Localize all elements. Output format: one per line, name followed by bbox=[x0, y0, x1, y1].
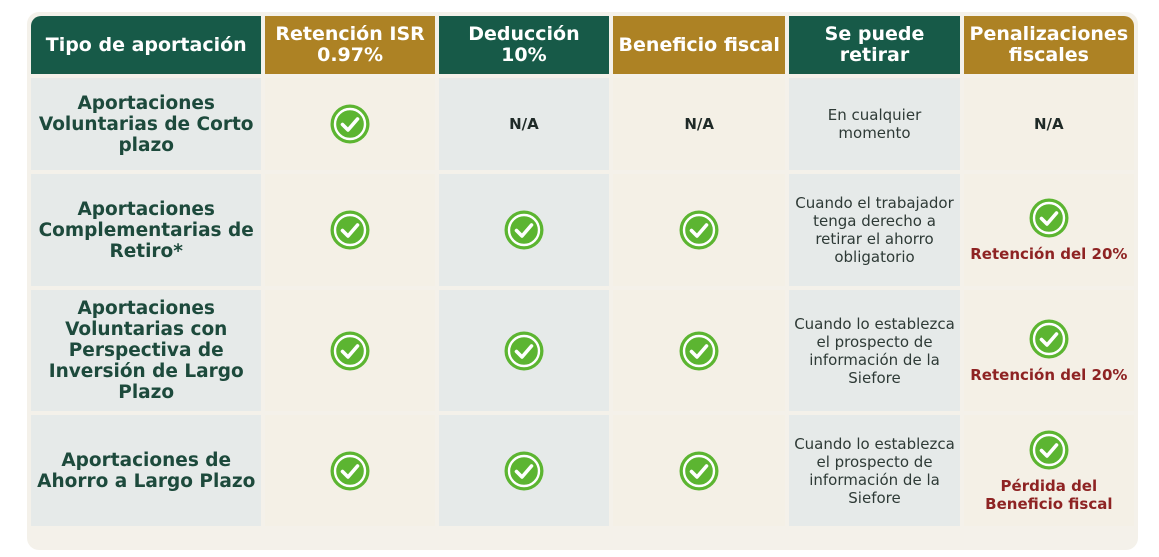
header-penalties: Penalizaciones fiscales bbox=[963, 16, 1134, 74]
row-1-penalty: N/A bbox=[963, 78, 1134, 170]
row-4-retention bbox=[265, 415, 435, 526]
row-2-type: Aportaciones Complementarias de Retiro* bbox=[31, 174, 262, 286]
row-3-penalty-text: Retención del 20% bbox=[970, 365, 1128, 384]
check-circle-icon bbox=[1029, 319, 1069, 358]
contribution-comparison-table: Tipo de aportación Retención ISR 0.97% D… bbox=[27, 12, 1138, 530]
row-4-deduction bbox=[438, 415, 610, 526]
header-withdraw: Se puede retirar bbox=[789, 16, 960, 74]
row-3-deduction bbox=[438, 290, 610, 411]
row-1-retention bbox=[265, 78, 435, 170]
row-3-withdraw: Cuando lo establezca el prospecto de inf… bbox=[789, 290, 960, 411]
row-4-benefit bbox=[613, 415, 786, 526]
row-3-penalty: Retención del 20% bbox=[963, 290, 1134, 411]
row-2-penalty-text: Retención del 20% bbox=[970, 245, 1128, 263]
table-row: Aportaciones Complementarias de Retiro* … bbox=[31, 174, 1134, 286]
row-1-withdraw: En cualquier momento bbox=[789, 78, 960, 170]
check-circle-icon bbox=[1029, 198, 1069, 238]
row-1-benefit: N/A bbox=[613, 78, 786, 170]
check-circle-icon bbox=[330, 331, 370, 370]
check-circle-icon bbox=[504, 451, 544, 490]
row-1-deduction: N/A bbox=[438, 78, 610, 170]
header-benefit: Beneficio fiscal bbox=[613, 16, 786, 74]
table-row: Aportaciones Voluntarias con Perspectiva… bbox=[31, 290, 1134, 411]
header-type: Tipo de aportación bbox=[31, 16, 262, 74]
header-row: Tipo de aportación Retención ISR 0.97% D… bbox=[31, 16, 1134, 74]
row-2-withdraw: Cuando el trabajador tenga derecho a ret… bbox=[789, 174, 960, 286]
row-2-benefit bbox=[613, 174, 786, 286]
check-circle-icon bbox=[504, 331, 544, 370]
row-3-type: Aportaciones Voluntarias con Perspectiva… bbox=[31, 290, 262, 411]
contribution-table-card: Tipo de aportación Retención ISR 0.97% D… bbox=[27, 12, 1138, 550]
check-circle-icon bbox=[1029, 430, 1069, 469]
row-4-penalty: Pérdida del Beneficio fiscal bbox=[963, 415, 1134, 526]
row-4-withdraw: Cuando lo establezca el prospecto de inf… bbox=[789, 415, 960, 526]
row-3-retention bbox=[265, 290, 435, 411]
row-2-penalty: Retención del 20% bbox=[963, 174, 1134, 286]
row-2-retention bbox=[265, 174, 435, 286]
row-2-deduction bbox=[438, 174, 610, 286]
header-retention: Retención ISR 0.97% bbox=[265, 16, 435, 74]
header-deduction: Deducción 10% bbox=[438, 16, 610, 74]
row-1-type: Aportaciones Voluntarias de Corto plazo bbox=[31, 78, 262, 170]
check-circle-icon bbox=[330, 451, 370, 490]
check-circle-icon bbox=[679, 331, 719, 370]
row-4-type: Aportaciones de Ahorro a Largo Plazo bbox=[31, 415, 262, 526]
check-circle-icon bbox=[679, 210, 719, 250]
check-circle-icon bbox=[330, 104, 370, 144]
row-3-benefit bbox=[613, 290, 786, 411]
check-circle-icon bbox=[330, 210, 370, 250]
row-4-penalty-text: Pérdida del Beneficio fiscal bbox=[985, 476, 1113, 513]
table-row: Aportaciones Voluntarias de Corto plazo … bbox=[31, 78, 1134, 170]
table-row: Aportaciones de Ahorro a Largo Plazo Cua… bbox=[31, 415, 1134, 526]
check-circle-icon bbox=[504, 210, 544, 250]
check-circle-icon bbox=[679, 451, 719, 490]
